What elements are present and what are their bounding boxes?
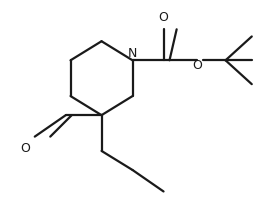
Text: O: O [20,142,30,155]
Text: O: O [192,59,202,71]
Text: N: N [128,47,137,60]
Text: O: O [159,11,168,24]
